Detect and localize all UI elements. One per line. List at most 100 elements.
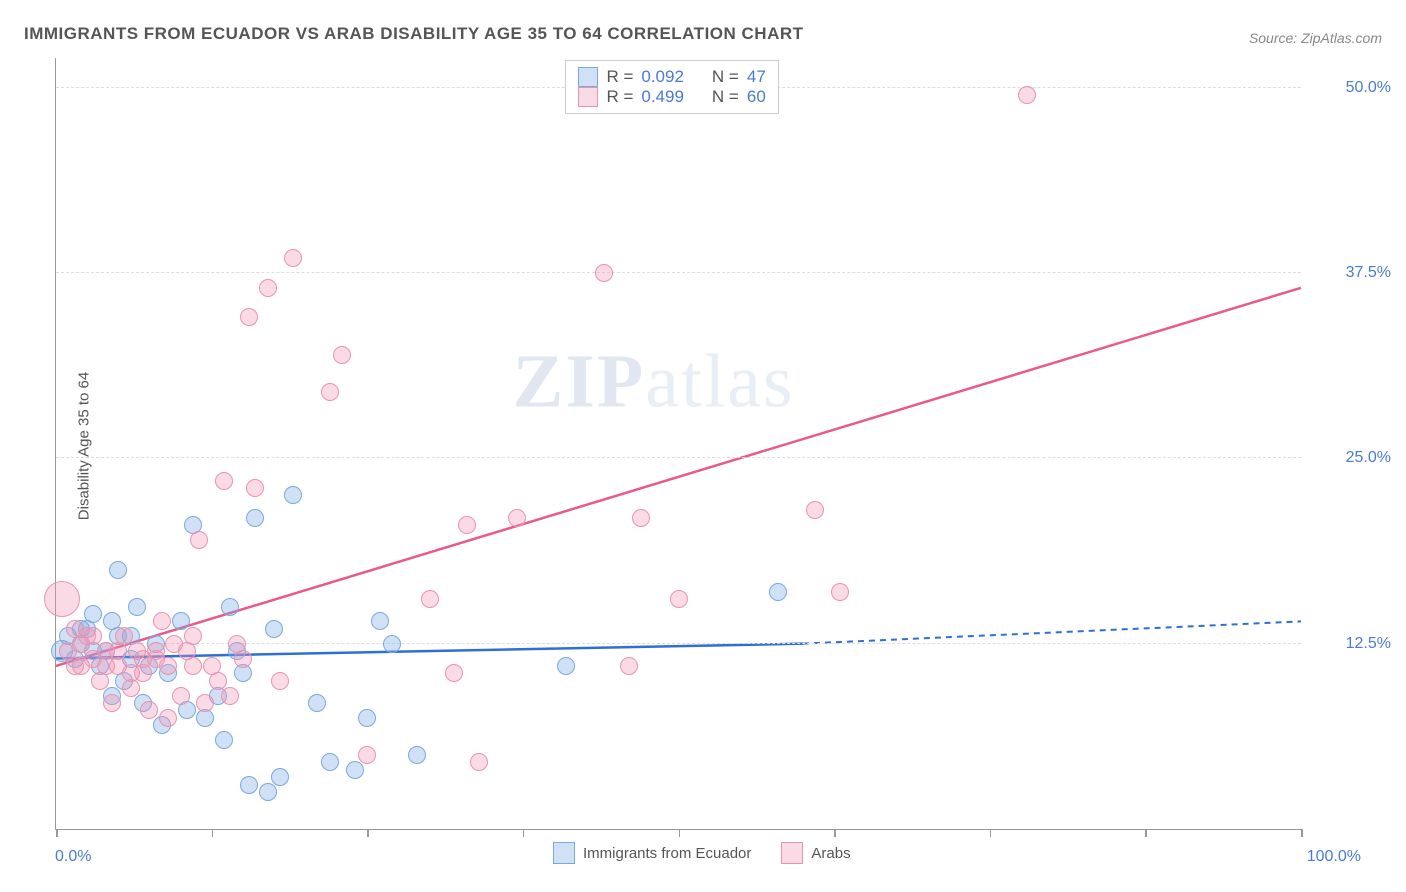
data-point	[215, 472, 233, 490]
x-tick	[367, 829, 369, 837]
data-point	[184, 627, 202, 645]
data-point	[383, 635, 401, 653]
y-tick-label: 12.5%	[1346, 635, 1391, 653]
data-point	[806, 501, 824, 519]
chart-title: IMMIGRANTS FROM ECUADOR VS ARAB DISABILI…	[24, 24, 804, 44]
data-point	[246, 479, 264, 497]
watermark-thin: atlas	[645, 339, 794, 423]
data-point	[421, 590, 439, 608]
watermark-bold: ZIP	[513, 339, 646, 423]
stat-n-label: N =	[712, 87, 739, 107]
data-point	[246, 509, 264, 527]
legend-label: Immigrants from Ecuador	[583, 845, 751, 862]
stat-n-value: 60	[747, 87, 766, 107]
data-point	[128, 598, 146, 616]
data-point	[632, 509, 650, 527]
data-point	[240, 308, 258, 326]
data-point	[147, 642, 165, 660]
data-point	[508, 509, 526, 527]
y-tick-label: 25.0%	[1346, 449, 1391, 467]
data-point	[259, 783, 277, 801]
x-tick	[523, 829, 525, 837]
data-point	[458, 516, 476, 534]
data-point	[1018, 86, 1036, 104]
data-point	[172, 687, 190, 705]
data-point	[284, 249, 302, 267]
data-point	[196, 694, 214, 712]
x-axis-min-label: 0.0%	[55, 848, 91, 866]
data-point	[408, 746, 426, 764]
data-point	[358, 746, 376, 764]
legend-label: Arabs	[811, 845, 850, 862]
data-point	[66, 620, 84, 638]
data-point	[831, 583, 849, 601]
data-point	[470, 753, 488, 771]
data-point	[221, 687, 239, 705]
legend-swatch	[578, 87, 598, 107]
data-point	[595, 264, 613, 282]
data-point	[557, 657, 575, 675]
data-point	[346, 761, 364, 779]
data-point	[84, 627, 102, 645]
data-point	[445, 664, 463, 682]
data-point	[333, 346, 351, 364]
x-tick	[212, 829, 214, 837]
stat-r-value: 0.499	[641, 87, 684, 107]
x-tick	[990, 829, 992, 837]
legend-swatch	[578, 67, 598, 87]
legend-swatch	[553, 842, 575, 864]
stat-n-value: 47	[747, 67, 766, 87]
data-point	[172, 612, 190, 630]
y-tick-label: 50.0%	[1346, 79, 1391, 97]
data-point	[190, 531, 208, 549]
stats-legend: R = 0.092 N = 47 R = 0.499 N = 60	[565, 60, 778, 114]
data-point	[769, 583, 787, 601]
watermark: ZIPatlas	[513, 338, 795, 425]
stat-r-label: R =	[606, 87, 633, 107]
data-point	[159, 657, 177, 675]
data-point	[321, 383, 339, 401]
data-point	[259, 279, 277, 297]
data-point	[284, 486, 302, 504]
data-point	[371, 612, 389, 630]
stat-r-label: R =	[606, 67, 633, 87]
data-point	[97, 657, 115, 675]
data-point	[103, 612, 121, 630]
data-point	[321, 753, 339, 771]
x-tick	[56, 829, 58, 837]
data-point	[271, 672, 289, 690]
stat-n-label: N =	[712, 67, 739, 87]
series-legend: Immigrants from Ecuador Arabs	[553, 842, 851, 864]
legend-item: Arabs	[781, 842, 850, 864]
x-tick	[834, 829, 836, 837]
stat-r-value: 0.092	[641, 67, 684, 87]
data-point	[103, 694, 121, 712]
data-point	[265, 620, 283, 638]
data-point	[140, 701, 158, 719]
data-point	[271, 768, 289, 786]
gridline	[56, 457, 1301, 458]
data-point	[670, 590, 688, 608]
stats-row: R = 0.499 N = 60	[578, 87, 765, 107]
data-point	[358, 709, 376, 727]
data-point	[109, 561, 127, 579]
x-tick	[679, 829, 681, 837]
gridline	[56, 272, 1301, 273]
data-point	[153, 612, 171, 630]
data-point	[122, 664, 140, 682]
trend-lines	[56, 58, 1301, 829]
source-attribution: Source: ZipAtlas.com	[1249, 30, 1382, 46]
legend-swatch	[781, 842, 803, 864]
x-axis-max-label: 100.0%	[1307, 848, 1361, 866]
data-point	[240, 776, 258, 794]
data-point	[72, 657, 90, 675]
scatter-chart: ZIPatlas 12.5%25.0%37.5%50.0%	[55, 58, 1301, 830]
data-point	[203, 657, 221, 675]
stats-row: R = 0.092 N = 47	[578, 67, 765, 87]
data-point	[228, 635, 246, 653]
data-point	[159, 709, 177, 727]
legend-item: Immigrants from Ecuador	[553, 842, 751, 864]
data-point	[109, 642, 127, 660]
data-point	[44, 581, 80, 617]
data-point	[215, 731, 233, 749]
